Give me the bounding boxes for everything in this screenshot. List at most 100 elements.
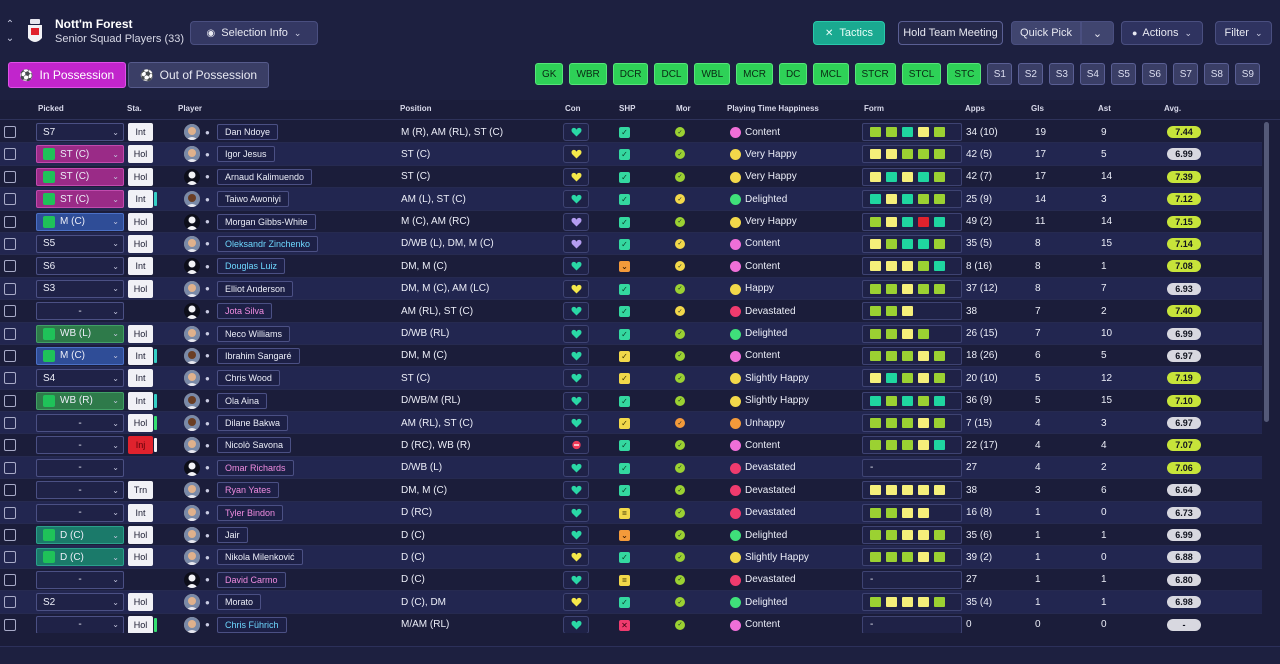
row-checkbox[interactable]	[4, 121, 16, 143]
checkbox-box[interactable]	[4, 215, 16, 228]
status-badge[interactable]: Hol	[128, 167, 153, 186]
hold-meeting-button[interactable]: Hold Team Meeting	[898, 21, 1003, 45]
position-button-s5[interactable]: S5	[1111, 63, 1137, 85]
table-row[interactable]: - ⌄ Trn ● Ryan Yates DM, M (C) ✓ ✓ Devastated 38 3…	[0, 479, 1262, 502]
player-name[interactable]: Ola Aina	[217, 392, 268, 409]
checkbox-box[interactable]	[4, 193, 16, 206]
position-button-s7[interactable]: S7	[1173, 63, 1199, 85]
checkbox-box[interactable]	[4, 461, 16, 474]
player-name[interactable]: Arnaud Kalimuendo	[217, 168, 313, 185]
col-con[interactable]: Con	[565, 104, 581, 113]
row-checkbox[interactable]	[4, 143, 16, 165]
status-badge[interactable]: Hol	[128, 414, 153, 433]
table-row[interactable]: D (C) ⌄ Hol ● Jair D (C) ⌄ ✓ Delighted 35 (6) 1 1 6.…	[0, 524, 1262, 547]
table-row[interactable]: WB (L) ⌄ Hol ● Neco Williams D/WB (RL) ✓ ✓ Delig…	[0, 322, 1262, 345]
checkbox-box[interactable]	[4, 327, 16, 340]
checkbox-box[interactable]	[4, 551, 16, 564]
status-badge[interactable]: Hol	[128, 234, 153, 253]
quick-pick-dropdown[interactable]: ⌄	[1081, 21, 1114, 45]
table-row[interactable]: S2 ⌄ Hol ● Morato D (C), DM ✓ ✓ Delighted 35 (4) 1…	[0, 591, 1262, 614]
picked-select[interactable]: M (C) ⌄	[36, 212, 124, 231]
player-name[interactable]: Omar Richards	[217, 459, 294, 476]
player-name[interactable]: David Carmo	[217, 571, 286, 588]
position-button-s1[interactable]: S1	[987, 63, 1013, 85]
table-row[interactable]: M (C) ⌄ Hol ● Morgan Gibbs-White M (C), AM (R…	[0, 211, 1262, 233]
player-name[interactable]: Jota Silva	[217, 303, 273, 320]
player-name[interactable]: Chris Wood	[217, 370, 280, 387]
table-row[interactable]: M (C) ⌄ Int ● Ibrahim Sangaré DM, M (C) ✓ ✓ Cont…	[0, 345, 1262, 368]
table-row[interactable]: - ⌄ Hol ● Dilane Bakwa AM (RL), ST (C) ✓ ✓ Unhap…	[0, 412, 1262, 435]
position-button-s3[interactable]: S3	[1049, 63, 1075, 85]
table-row[interactable]: D (C) ⌄ Hol ● Nikola Milenković D (C) ✓ ✓ Slight…	[0, 546, 1262, 569]
status-badge[interactable]: Int	[128, 369, 153, 388]
position-button-s6[interactable]: S6	[1142, 63, 1168, 85]
row-checkbox[interactable]	[4, 502, 16, 524]
table-row[interactable]: ST (C) ⌄ Hol ● Arnaud Kalimuendo ST (C) ✓ ✓ Very…	[0, 166, 1262, 189]
position-button-dc[interactable]: DC	[778, 63, 808, 85]
col-player[interactable]: Player	[178, 104, 203, 113]
checkbox-box[interactable]	[4, 260, 16, 273]
position-button-mcr[interactable]: MCR	[736, 63, 773, 85]
checkbox-box[interactable]	[4, 484, 16, 497]
status-badge[interactable]: Int	[128, 346, 153, 365]
picked-select[interactable]: - ⌄	[36, 503, 124, 522]
row-checkbox[interactable]	[4, 278, 16, 300]
status-badge[interactable]: Int	[128, 503, 153, 522]
position-button-stcr[interactable]: STCR	[854, 63, 896, 85]
table-row[interactable]: S6 ⌄ Int ● Douglas Luiz DM, M (C) ⌄ ✓ Content 8 (…	[0, 255, 1262, 278]
picked-select[interactable]: D (C) ⌄	[36, 548, 124, 567]
player-name[interactable]: Douglas Luiz	[217, 258, 286, 275]
col-apps[interactable]: Apps	[965, 104, 985, 113]
col-shp[interactable]: SHP	[619, 104, 636, 113]
table-row[interactable]: - ⌄ Int ● Tyler Bindon D (RC) = ✓ Devastated 16 (…	[0, 501, 1262, 525]
player-name[interactable]: Elliot Anderson	[217, 280, 294, 297]
position-button-gk[interactable]: GK	[535, 63, 564, 85]
col-gls[interactable]: Gls	[1031, 104, 1044, 113]
picked-select[interactable]: S2 ⌄	[36, 593, 124, 612]
table-row[interactable]: - ⌄ ● Omar Richards D/WB (L) ✓ ✓ Devastated -27 4…	[0, 456, 1262, 480]
row-checkbox[interactable]	[4, 434, 16, 456]
picked-select[interactable]: - ⌄	[36, 570, 124, 589]
row-checkbox[interactable]	[4, 211, 16, 233]
row-checkbox[interactable]	[4, 345, 16, 367]
position-button-s2[interactable]: S2	[1018, 63, 1044, 85]
picked-select[interactable]: S5 ⌄	[36, 234, 124, 253]
picked-select[interactable]: S3 ⌄	[36, 279, 124, 298]
tactics-button[interactable]: ✕ Tactics	[813, 21, 885, 45]
picked-select[interactable]: - ⌄	[36, 436, 124, 455]
checkbox-box[interactable]	[4, 417, 16, 430]
row-checkbox[interactable]	[4, 233, 16, 255]
player-name[interactable]: Morato	[217, 594, 262, 611]
filter-button[interactable]: Filter ⌄	[1215, 21, 1272, 45]
row-checkbox[interactable]	[4, 188, 16, 210]
checkbox-box[interactable]	[4, 237, 16, 250]
row-checkbox[interactable]	[4, 367, 16, 389]
position-button-wbr[interactable]: WBR	[569, 63, 607, 85]
checkbox-box[interactable]	[4, 372, 16, 385]
checkbox-box[interactable]	[4, 394, 16, 407]
status-badge[interactable]: Hol	[128, 145, 153, 164]
row-checkbox[interactable]	[4, 300, 16, 322]
position-button-s9[interactable]: S9	[1235, 63, 1261, 85]
col-form[interactable]: Form	[864, 104, 884, 113]
player-name[interactable]: Taiwo Awoniyi	[217, 191, 289, 208]
checkbox-box[interactable]	[4, 349, 16, 362]
row-checkbox[interactable]	[4, 591, 16, 613]
picked-select[interactable]: - ⌄	[36, 302, 124, 321]
checkbox-box[interactable]	[4, 506, 16, 519]
table-row[interactable]: ST (C) ⌄ Hol ● Igor Jesus ST (C) ✓ ✓ Very Happy 4…	[0, 143, 1262, 166]
player-name[interactable]: Dilane Bakwa	[217, 415, 289, 432]
status-badge[interactable]: Int	[128, 190, 153, 209]
row-checkbox[interactable]	[4, 255, 16, 277]
picked-select[interactable]: S4 ⌄	[36, 369, 124, 388]
position-button-stcl[interactable]: STCL	[901, 63, 942, 85]
table-row[interactable]: S4 ⌄ Int ● Chris Wood ST (C) ✓ ✓ Slightly Happy 2…	[0, 367, 1262, 390]
picked-select[interactable]: - ⌄	[36, 615, 124, 633]
row-checkbox[interactable]	[4, 614, 16, 633]
status-badge[interactable]: Int	[128, 257, 153, 276]
col-happiness[interactable]: Playing Time Happiness	[727, 104, 819, 113]
status-badge[interactable]: Hol	[128, 593, 153, 612]
quick-pick-button[interactable]: Quick Pick	[1011, 21, 1081, 45]
table-row[interactable]: S3 ⌄ Hol ● Elliot Anderson DM, M (C), AM (LC)…	[0, 277, 1262, 301]
row-checkbox[interactable]	[4, 390, 16, 412]
